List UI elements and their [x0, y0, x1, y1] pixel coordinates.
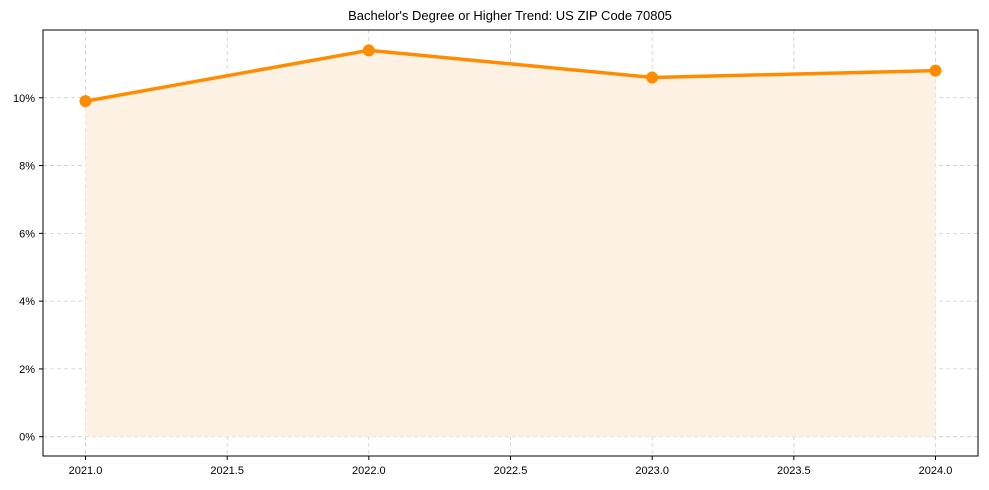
x-tick-label: 2021.0	[69, 465, 103, 477]
data-point	[362, 44, 375, 57]
data-point	[646, 71, 659, 84]
y-tick-label: 2%	[19, 364, 35, 376]
y-tick-label: 4%	[19, 296, 35, 308]
y-tick-label: 8%	[19, 161, 35, 173]
data-point	[929, 64, 942, 77]
x-tick-label: 2024.0	[919, 465, 953, 477]
chart-title: Bachelor's Degree or Higher Trend: US ZI…	[348, 8, 672, 23]
y-tick-label: 10%	[13, 93, 35, 105]
data-points	[79, 44, 942, 108]
y-tick-label: 0%	[19, 432, 35, 444]
x-tick-label: 2023.0	[635, 465, 669, 477]
x-axis: 2021.0 2021.5 2022.0 2022.5 2023.0 2023.5 2024…	[69, 456, 953, 477]
y-tick-label: 6%	[19, 228, 35, 240]
area-fill	[85, 50, 936, 437]
x-tick-label: 2022.0	[352, 465, 386, 477]
x-tick-label: 2022.5	[494, 465, 528, 477]
data-line	[85, 48, 936, 103]
x-tick-label: 2021.5	[210, 465, 244, 477]
x-tick-label: 2023.5	[777, 465, 811, 477]
data-point	[79, 95, 92, 108]
y-axis: 0% 2% 4% 6% 8% 10%	[13, 93, 43, 444]
